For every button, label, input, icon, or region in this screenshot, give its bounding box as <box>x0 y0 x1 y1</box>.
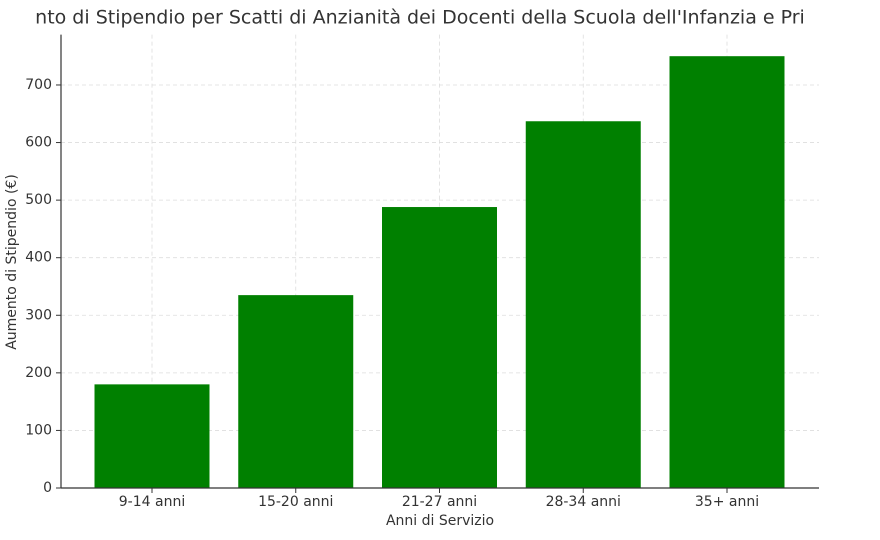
bar <box>94 384 210 488</box>
chart-title: nto di Stipendio per Scatti di Anzianità… <box>35 7 805 29</box>
y-tick-label: 200 <box>25 365 52 381</box>
y-tick-label: 500 <box>25 192 52 208</box>
x-tick-label: 9-14 anni <box>119 494 185 510</box>
bar <box>238 295 354 488</box>
y-tick-label: 700 <box>25 77 52 93</box>
y-tick-label: 600 <box>25 135 52 151</box>
x-axis-label: Anni di Servizio <box>386 513 494 529</box>
x-tick-label: 15-20 anni <box>258 494 333 510</box>
y-tick-label: 0 <box>43 480 52 496</box>
bar <box>525 121 641 488</box>
x-tick-label: 35+ anni <box>695 494 759 510</box>
y-tick-label: 300 <box>25 307 52 323</box>
x-tick-label: 28-34 anni <box>546 494 621 510</box>
bar <box>669 56 785 488</box>
x-tick-label: 21-27 anni <box>402 494 477 510</box>
y-tick-label: 400 <box>25 250 52 266</box>
bar <box>382 207 497 488</box>
y-tick-label: 100 <box>25 422 52 438</box>
y-axis-label: Aumento di Stipendio (€) <box>4 174 20 350</box>
